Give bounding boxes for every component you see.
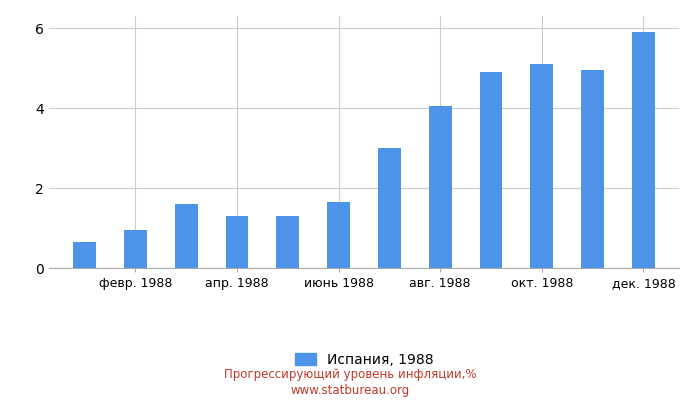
Bar: [175, 204, 197, 268]
Bar: [378, 148, 401, 268]
Bar: [73, 242, 96, 268]
Text: www.statbureau.org: www.statbureau.org: [290, 384, 410, 397]
Text: Прогрессирующий уровень инфляции,%: Прогрессирующий уровень инфляции,%: [224, 368, 476, 381]
Bar: [327, 202, 350, 268]
Bar: [225, 216, 248, 268]
Legend: Испания, 1988: Испания, 1988: [295, 353, 433, 367]
Bar: [480, 72, 503, 268]
Bar: [124, 230, 147, 268]
Bar: [531, 64, 553, 268]
Bar: [276, 216, 299, 268]
Bar: [581, 70, 604, 268]
Bar: [632, 32, 655, 268]
Bar: [429, 106, 452, 268]
